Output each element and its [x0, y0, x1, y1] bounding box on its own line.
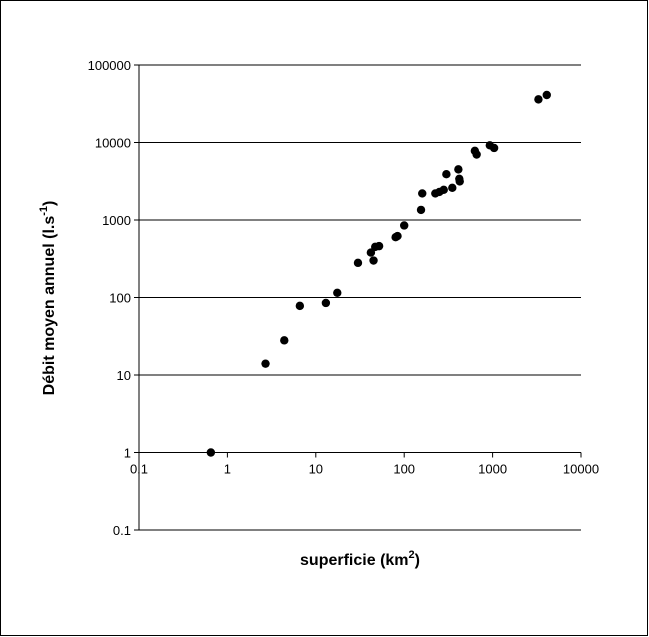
x-tick-label: 0.1 — [130, 462, 148, 477]
data-point — [321, 298, 331, 308]
y-axis-title-sup: -1 — [38, 206, 50, 216]
data-point — [366, 248, 376, 257]
data-point — [489, 143, 499, 153]
data-point — [454, 165, 463, 174]
data-point — [206, 448, 216, 457]
data-point — [280, 336, 289, 345]
y-axis-title-suffix: ) — [41, 201, 58, 206]
y-tick-label: 10000 — [95, 136, 131, 151]
data-point — [374, 241, 384, 251]
data-point — [534, 95, 543, 104]
x-tick-label: 1000 — [478, 462, 507, 477]
data-point — [472, 150, 481, 159]
y-axis-title-text: Débit moyen annuel (l.s — [41, 216, 58, 396]
data-point — [442, 169, 451, 179]
data-point — [439, 185, 448, 195]
data-point — [353, 258, 363, 268]
data-points — [206, 90, 551, 457]
x-axis-title: superficie (km2) — [300, 549, 420, 569]
data-point — [333, 288, 342, 297]
y-tick-label: 10 — [117, 368, 131, 383]
data-point — [369, 256, 378, 265]
x-tick-label: 100 — [393, 462, 415, 477]
y-tick-label: 100000 — [88, 58, 131, 73]
x-axis-title-sup: 2 — [409, 549, 415, 561]
y-tick-label: 1 — [124, 446, 131, 461]
data-point — [542, 90, 551, 100]
y-tick-label: 1000 — [102, 213, 131, 228]
y-tick-label: 0.1 — [113, 523, 131, 538]
data-point — [295, 301, 305, 311]
data-point — [416, 205, 426, 215]
x-axis-title-suffix: ) — [415, 552, 420, 569]
data-point — [418, 189, 427, 198]
x-tick-label: 10 — [309, 462, 323, 477]
y-tick-label: 100 — [109, 291, 131, 306]
data-point — [261, 359, 270, 368]
x-tick-label: 1 — [224, 462, 231, 477]
y-axis-title: Débit moyen annuel (l.s-1) — [38, 201, 58, 396]
x-tick-label: 10000 — [563, 462, 599, 477]
x-axis-title-text: superficie (km — [300, 552, 408, 569]
data-point — [455, 177, 464, 186]
data-point — [393, 231, 402, 241]
data-point — [400, 221, 409, 230]
data-point — [448, 183, 457, 193]
